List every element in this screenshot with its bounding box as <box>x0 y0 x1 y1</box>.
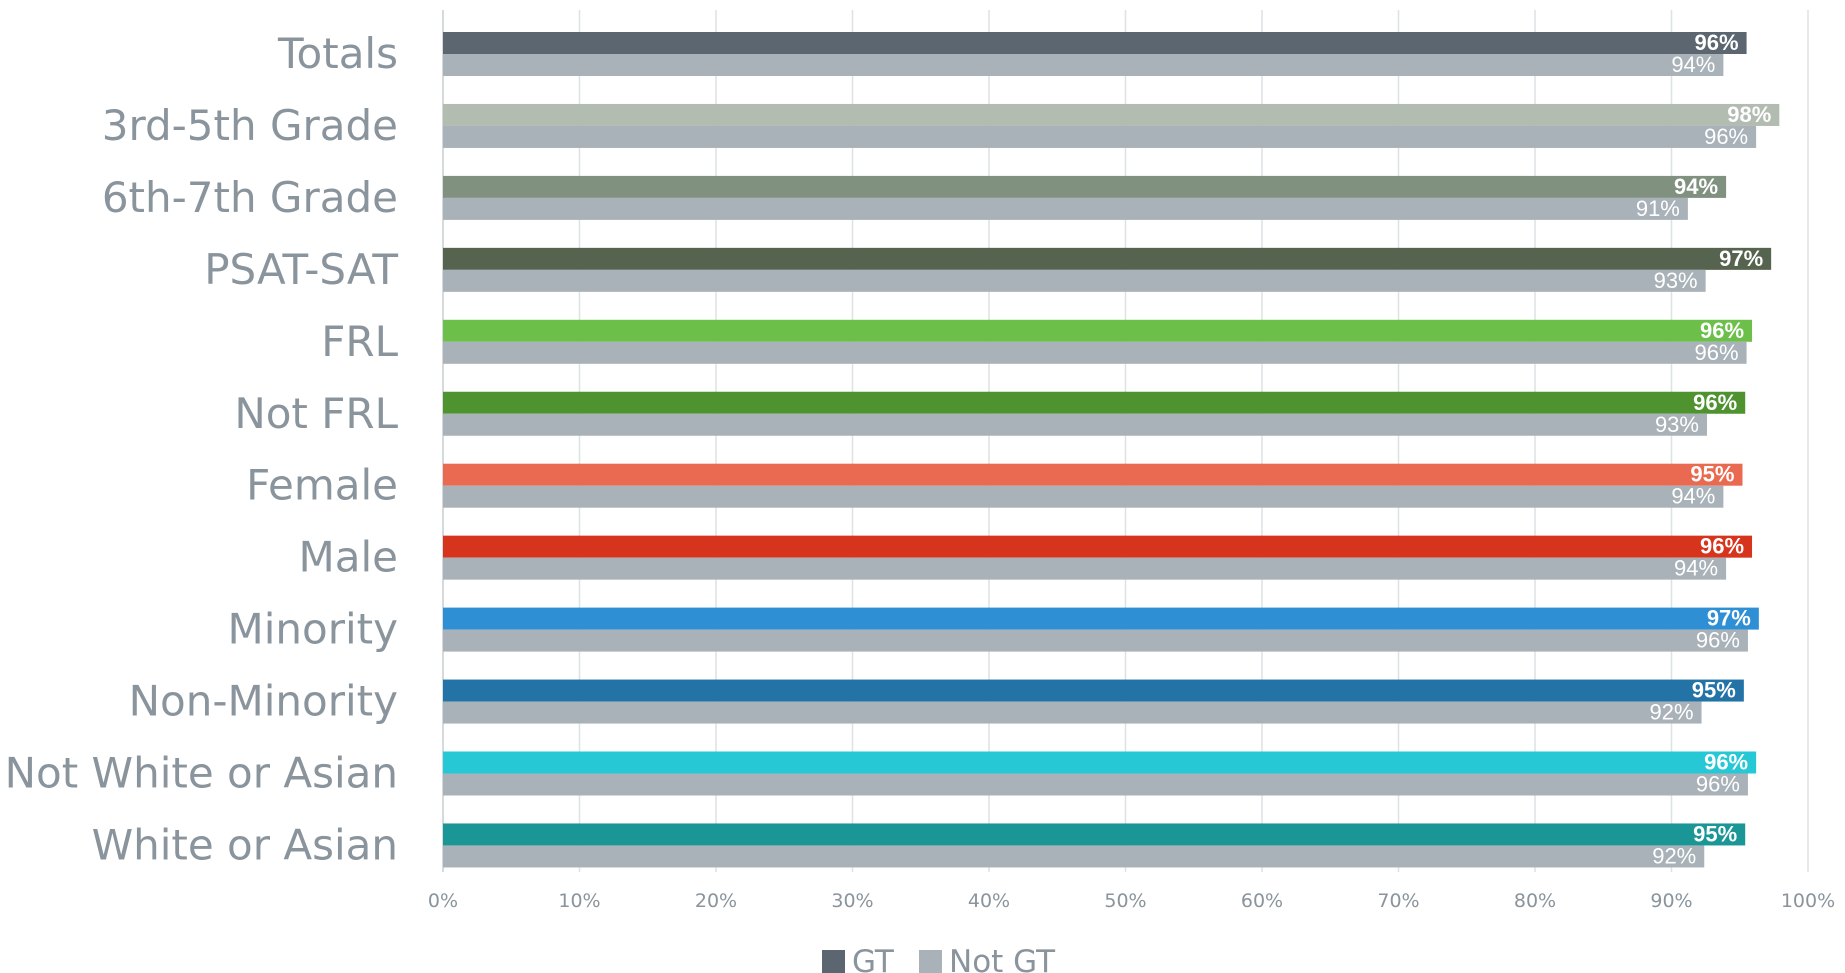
x-tick-label: 0% <box>428 890 458 912</box>
category-label: Female <box>246 461 398 510</box>
data-label-not-gt: 94% <box>1671 484 1715 509</box>
data-label-gt: 97% <box>1707 606 1751 631</box>
bar-gt <box>443 751 1757 774</box>
bar-not-gt <box>443 629 1748 652</box>
bar-gt <box>443 607 1759 630</box>
legend-label: GT <box>852 944 895 973</box>
data-label-gt: 98% <box>1727 102 1771 127</box>
x-tick-label: 80% <box>1514 890 1556 912</box>
category-label: White or Asian <box>92 820 398 869</box>
legend-label: Not GT <box>949 944 1056 973</box>
x-axis-ticks: 0% 10% 20% 30% 40% 50% 60% 70% 80% 90% 100% <box>428 890 1835 912</box>
data-label-gt: 96% <box>1700 534 1744 559</box>
category-label: FRL <box>321 317 398 366</box>
bar-gt <box>443 463 1743 486</box>
category-label: PSAT-SAT <box>204 245 398 294</box>
x-tick-label: 30% <box>831 890 873 912</box>
category-label: Male <box>299 533 398 582</box>
data-label-gt: 95% <box>1692 678 1736 703</box>
data-label-not-gt: 96% <box>1696 628 1740 653</box>
x-tick-label: 100% <box>1781 890 1835 912</box>
data-label-gt: 97% <box>1719 246 1763 271</box>
data-label-not-gt: 96% <box>1695 340 1739 365</box>
data-label-not-gt: 96% <box>1696 772 1740 797</box>
bar-not-gt <box>443 773 1748 796</box>
legend: GT Not GT <box>822 944 1056 973</box>
data-label-not-gt: 93% <box>1655 412 1699 437</box>
bar-not-gt <box>443 413 1707 436</box>
bar-gt <box>443 32 1747 54</box>
data-label-gt: 95% <box>1690 462 1734 487</box>
bar-not-gt <box>443 341 1747 364</box>
x-tick-label: 40% <box>968 890 1010 912</box>
data-label-gt: 96% <box>1700 318 1744 343</box>
bar-not-gt <box>443 125 1757 148</box>
bar-not-gt <box>443 701 1702 724</box>
x-tick-label: 90% <box>1650 890 1692 912</box>
bars: 96%94%98%96%94%91%97%93%96%96%96%93%95%9… <box>443 30 1780 868</box>
bar-gt <box>443 319 1753 342</box>
data-label-gt: 96% <box>1695 30 1739 55</box>
data-label-not-gt: 91% <box>1636 196 1680 221</box>
data-label-gt: 95% <box>1693 821 1737 846</box>
legend-swatch <box>822 950 845 973</box>
x-tick-label: 20% <box>695 890 737 912</box>
bar-gt <box>443 823 1746 846</box>
legend-swatch <box>919 950 942 973</box>
bar-gt <box>443 247 1772 270</box>
data-label-not-gt: 93% <box>1654 268 1698 293</box>
data-label-not-gt: 92% <box>1652 843 1696 868</box>
category-label: Not White or Asian <box>5 749 398 798</box>
bar-not-gt <box>443 54 1724 76</box>
data-label-not-gt: 94% <box>1674 556 1718 581</box>
data-label-not-gt: 96% <box>1704 124 1748 149</box>
x-tick-label: 50% <box>1104 890 1146 912</box>
bar-not-gt <box>443 197 1688 220</box>
category-label: Not FRL <box>234 389 398 438</box>
data-label-not-gt: 92% <box>1649 700 1693 725</box>
category-label: Totals <box>277 29 398 78</box>
data-label-gt: 94% <box>1674 174 1718 199</box>
bar-not-gt <box>443 485 1724 508</box>
gridlines <box>442 10 1809 872</box>
data-label-gt: 96% <box>1693 390 1737 415</box>
category-label: 3rd-5th Grade <box>102 101 398 150</box>
bar-gt <box>443 175 1727 198</box>
bar-not-gt <box>443 557 1727 580</box>
bar-not-gt <box>443 845 1705 868</box>
category-label: 6th-7th Grade <box>102 173 398 222</box>
category-labels: Totals 3rd-5th Grade 6th-7th Grade PSAT-SAT… <box>5 29 399 869</box>
data-label-gt: 96% <box>1704 750 1748 775</box>
bar-gt <box>443 679 1744 702</box>
x-tick-label: 10% <box>558 890 600 912</box>
x-tick-label: 60% <box>1241 890 1283 912</box>
bar-gt <box>443 103 1780 126</box>
category-label: Non-Minority <box>129 677 398 726</box>
x-tick-label: 70% <box>1377 890 1419 912</box>
bar-not-gt <box>443 269 1706 292</box>
data-label-not-gt: 94% <box>1671 52 1715 77</box>
bar-gt <box>443 535 1753 558</box>
category-label: Minority <box>228 605 398 654</box>
bar-gt <box>443 391 1746 414</box>
